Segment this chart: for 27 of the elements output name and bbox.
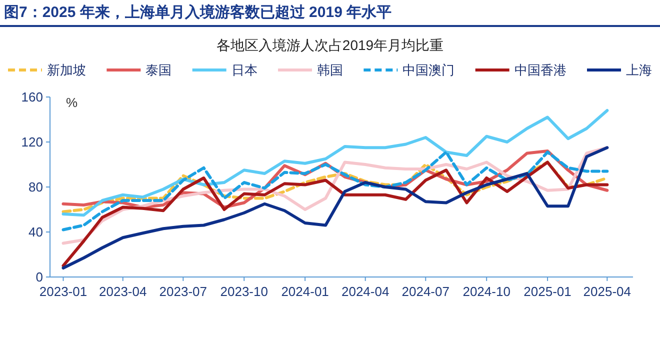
line-series: [62, 109, 609, 217]
x-tick-label: 2023-01: [39, 284, 88, 299]
legend-label: 上海: [626, 62, 652, 78]
y-tick-label: 0: [36, 270, 43, 285]
legend-label: 泰国: [146, 62, 172, 78]
x-tick-label: 2025-01: [524, 284, 572, 299]
y-tick-label: 40: [28, 224, 43, 240]
y-tick-label: 120: [21, 134, 43, 150]
x-tick-label: 2024-10: [462, 284, 510, 299]
y-tick-label: 160: [21, 90, 43, 105]
legend-label: 韩国: [317, 62, 343, 78]
x-tick-label: 2024-07: [402, 284, 450, 299]
legend-label: 中国澳门: [402, 62, 455, 78]
chart-subtitle: 各地区入境游人次占2019年月均比重: [216, 37, 444, 53]
line-series: [62, 150, 609, 232]
y-tick-label: 80: [28, 180, 43, 195]
x-tick-label: 2023-07: [159, 284, 208, 299]
x-tick-label: 2024-01: [281, 284, 329, 299]
chart-title: 图7：2025 年来，上海单月入境游客数已超过 2019 年水平: [4, 3, 392, 21]
y-axis-title: %: [66, 95, 78, 110]
legend-label: 新加坡: [47, 62, 86, 78]
x-tick-label: 2025-04: [583, 284, 632, 299]
x-tick-label: 2024-04: [341, 284, 390, 299]
legend-label: 日本: [231, 62, 258, 78]
x-tick-label: 2023-10: [220, 284, 268, 299]
x-tick-label: 2023-04: [99, 284, 147, 299]
legend-label: 中国香港: [514, 62, 566, 78]
